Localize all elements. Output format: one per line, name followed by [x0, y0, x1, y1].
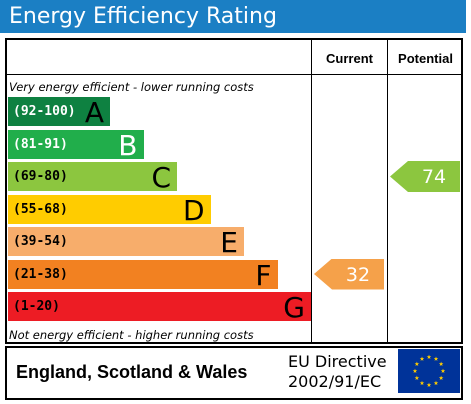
flag-star — [438, 375, 444, 380]
band-letter: C — [151, 161, 171, 194]
header-divider — [5, 74, 463, 75]
current-column-header: Current — [326, 51, 373, 66]
band-bar-e: (39-54) E — [8, 226, 244, 259]
rating-table — [5, 38, 463, 344]
band-letter: D — [182, 193, 205, 227]
flag-star — [414, 375, 420, 380]
eu-directive: EU Directive 2002/91/EC — [288, 352, 387, 392]
band-bar-a: (92-100) A — [8, 96, 110, 129]
flag-star — [414, 361, 420, 366]
band-bar-g: (1-20) G — [8, 291, 311, 324]
directive-line-1: EU Directive — [288, 352, 387, 371]
flag-star — [419, 380, 425, 386]
band-bar-d: (55-68) D — [8, 193, 211, 227]
current-rating-arrow: 32 — [314, 258, 384, 290]
band-range-label: (81-91) — [13, 136, 68, 152]
flag-star — [412, 368, 418, 373]
potential-column-header: Potential — [398, 51, 453, 66]
directive-line-2: 2002/91/EC — [288, 372, 382, 391]
flag-star — [440, 368, 446, 373]
band-letter: G — [283, 291, 305, 324]
band-range-label: (39-54) — [13, 234, 68, 249]
flag-star — [433, 356, 439, 361]
band-bar-b: (81-91) B — [8, 128, 144, 162]
flag-star — [438, 361, 444, 366]
eu-flag-icon — [398, 349, 460, 393]
potential-rating-arrow-value: 74 — [421, 166, 447, 188]
flag-star — [433, 380, 439, 386]
band-range-label: (21-38) — [13, 266, 68, 282]
current-rating-arrow-value: 32 — [345, 263, 371, 286]
title-bar: Energy Efficiency Rating — [0, 0, 466, 33]
column-divider-current — [311, 38, 312, 344]
band-bar-c: (69-80) C — [8, 161, 177, 194]
footer-box — [5, 346, 463, 400]
chart-title: Energy Efficiency Rating — [9, 4, 277, 29]
column-divider-potential — [387, 38, 388, 344]
flag-star — [426, 382, 432, 387]
band-range-label: (55-68) — [13, 201, 68, 217]
flag-star — [426, 354, 432, 359]
band-letter: B — [118, 128, 138, 162]
bottom-note: Not energy efficient - higher running co… — [9, 328, 254, 342]
band-letter: A — [84, 96, 104, 129]
band-range-label: (92-100) — [13, 104, 76, 119]
band-letter: E — [220, 226, 238, 259]
potential-rating-arrow: 74 — [390, 161, 460, 192]
top-note: Very energy efficient - lower running co… — [9, 80, 254, 94]
flag-stars — [412, 354, 446, 387]
band-range-label: (1-20) — [13, 299, 60, 314]
region-label: England, Scotland & Wales — [16, 362, 248, 382]
band-range-label: (69-80) — [13, 169, 68, 184]
band-letter: F — [255, 258, 272, 292]
flag-star — [419, 356, 425, 361]
band-bar-f: (21-38) F — [8, 258, 278, 292]
